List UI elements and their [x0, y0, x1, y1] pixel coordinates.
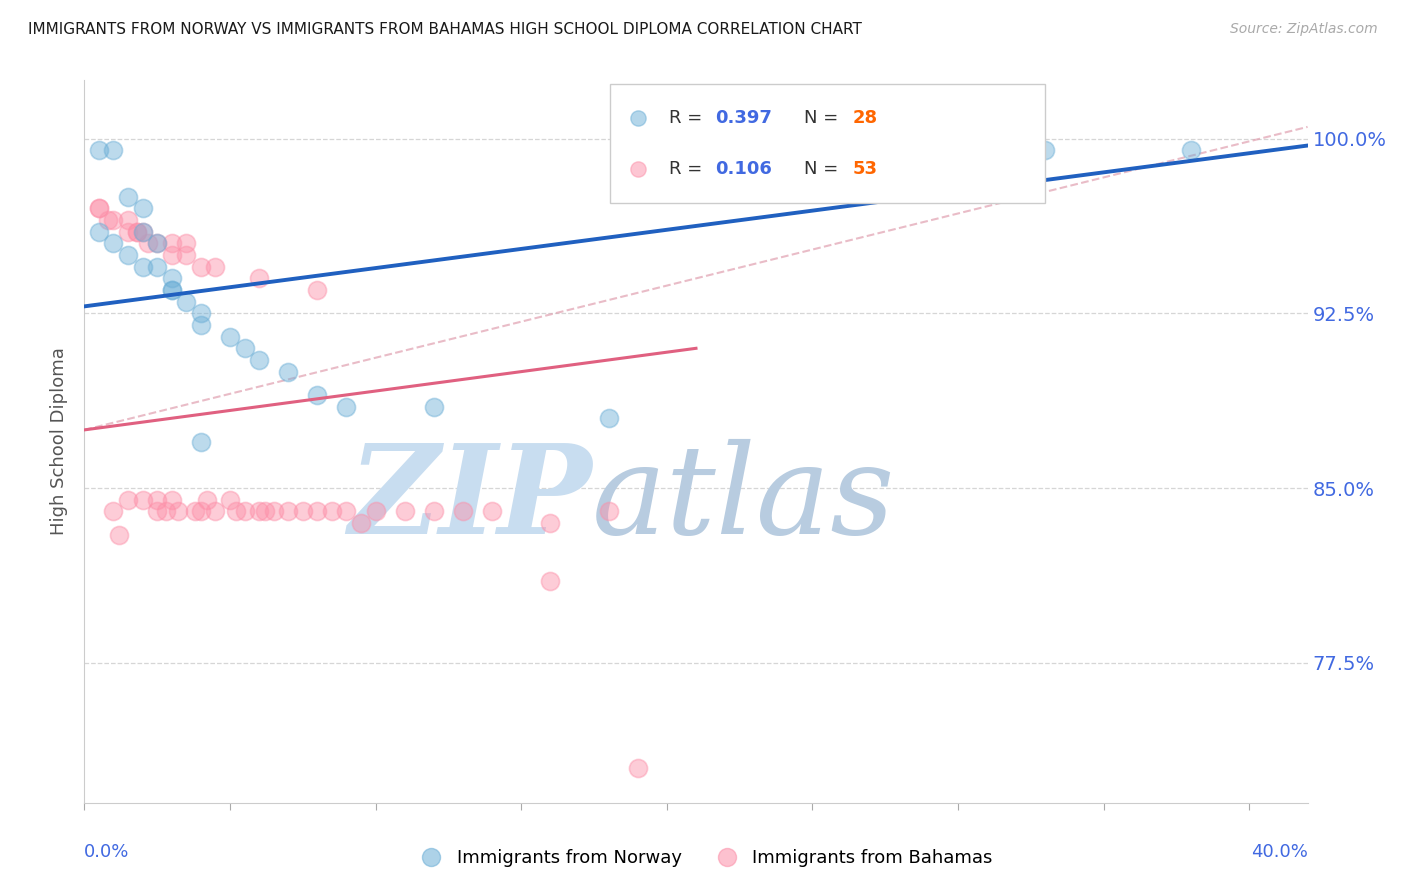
Point — [174, 248, 197, 262]
Point — [247, 353, 270, 368]
Point — [263, 504, 285, 518]
Text: 0.106: 0.106 — [716, 161, 772, 178]
Point — [204, 260, 226, 274]
Point — [1035, 143, 1057, 157]
Point — [103, 504, 125, 518]
Point — [598, 504, 620, 518]
Text: ZIP: ZIP — [349, 439, 592, 560]
Text: Source: ZipAtlas.com: Source: ZipAtlas.com — [1230, 22, 1378, 37]
Point — [146, 504, 169, 518]
Point — [190, 318, 212, 332]
Point — [277, 504, 299, 518]
Point — [146, 492, 169, 507]
Text: 53: 53 — [852, 161, 877, 178]
Point — [233, 341, 256, 355]
Point — [451, 504, 474, 518]
Point — [247, 271, 270, 285]
Point — [160, 492, 183, 507]
Point — [146, 236, 169, 251]
Point — [190, 504, 212, 518]
Point — [160, 271, 183, 285]
Point — [103, 143, 125, 157]
Point — [117, 190, 139, 204]
Point — [291, 504, 314, 518]
Point — [1180, 143, 1202, 157]
Text: 0.0%: 0.0% — [84, 843, 129, 861]
Text: N =: N = — [804, 109, 844, 127]
Point — [103, 236, 125, 251]
Point — [166, 504, 188, 518]
Point — [117, 213, 139, 227]
Text: 0.397: 0.397 — [716, 109, 772, 127]
Text: IMMIGRANTS FROM NORWAY VS IMMIGRANTS FROM BAHAMAS HIGH SCHOOL DIPLOMA CORRELATIO: IMMIGRANTS FROM NORWAY VS IMMIGRANTS FRO… — [28, 22, 862, 37]
Point — [350, 516, 373, 530]
Point — [125, 225, 148, 239]
Point — [97, 213, 120, 227]
Point — [538, 516, 561, 530]
Point — [174, 236, 197, 251]
Point — [155, 504, 177, 518]
Text: 28: 28 — [852, 109, 877, 127]
Text: atlas: atlas — [592, 439, 896, 560]
Point — [627, 761, 650, 775]
Point — [131, 225, 153, 239]
Point — [117, 248, 139, 262]
Point — [307, 283, 329, 297]
Point — [87, 202, 110, 216]
Point — [160, 248, 183, 262]
Point — [190, 434, 212, 449]
Point — [307, 388, 329, 402]
Point — [87, 202, 110, 216]
Point — [103, 213, 125, 227]
Point — [335, 504, 357, 518]
Point — [131, 492, 153, 507]
Point — [481, 504, 503, 518]
Point — [117, 492, 139, 507]
Point — [108, 528, 131, 542]
Point — [87, 143, 110, 157]
Text: R =: R = — [669, 161, 709, 178]
Point — [87, 225, 110, 239]
Point — [184, 504, 207, 518]
Point — [423, 400, 446, 414]
Point — [204, 504, 226, 518]
Text: N =: N = — [804, 161, 844, 178]
Point — [146, 260, 169, 274]
Point — [394, 504, 416, 518]
Text: 40.0%: 40.0% — [1251, 843, 1308, 861]
Point — [598, 411, 620, 425]
Point — [117, 225, 139, 239]
Point — [307, 504, 329, 518]
Point — [195, 492, 218, 507]
Point — [233, 504, 256, 518]
Point — [160, 283, 183, 297]
Point — [160, 283, 183, 297]
Point — [321, 504, 343, 518]
Point — [253, 504, 276, 518]
Point — [423, 504, 446, 518]
Point — [219, 492, 242, 507]
Point — [174, 294, 197, 309]
Point — [225, 504, 247, 518]
Point — [219, 329, 242, 343]
Point — [364, 504, 387, 518]
FancyBboxPatch shape — [610, 84, 1045, 203]
Point — [277, 365, 299, 379]
Point — [131, 202, 153, 216]
Point — [125, 225, 148, 239]
Point — [131, 260, 153, 274]
Point — [146, 236, 169, 251]
Point — [160, 236, 183, 251]
Point — [190, 306, 212, 320]
Y-axis label: High School Diploma: High School Diploma — [49, 348, 67, 535]
Point — [538, 574, 561, 589]
Point — [131, 225, 153, 239]
Legend: Immigrants from Norway, Immigrants from Bahamas: Immigrants from Norway, Immigrants from … — [406, 842, 1000, 874]
Point — [190, 260, 212, 274]
Point — [335, 400, 357, 414]
Point — [138, 236, 160, 251]
Text: R =: R = — [669, 109, 709, 127]
Point — [247, 504, 270, 518]
